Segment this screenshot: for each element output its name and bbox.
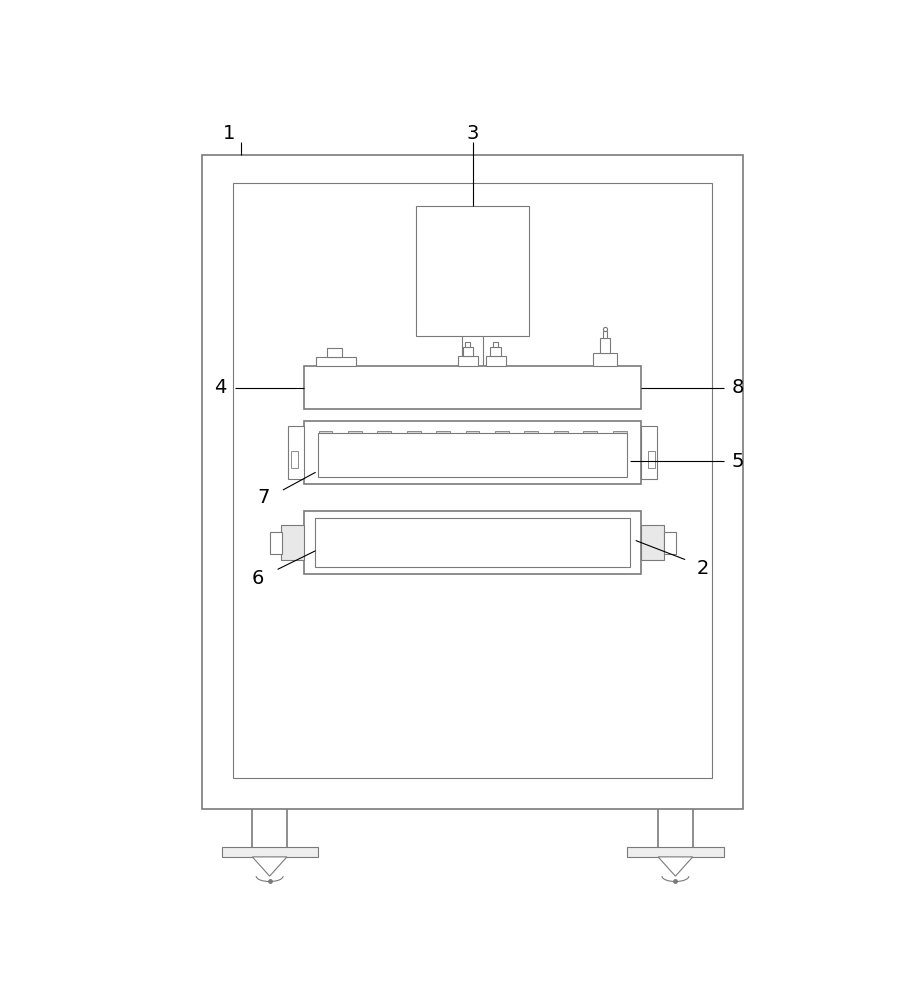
Polygon shape [253, 857, 287, 876]
Bar [377, 431, 391, 440]
Bar [304, 511, 641, 574]
Text: 5: 5 [731, 452, 744, 471]
Text: 7: 7 [257, 488, 270, 507]
Bar [525, 431, 538, 440]
Bar [584, 431, 597, 440]
Bar [202, 155, 743, 809]
Bar [290, 451, 298, 468]
Bar [315, 518, 630, 567]
Bar [465, 342, 470, 347]
Bar [458, 356, 478, 366]
Bar [436, 431, 450, 440]
Text: 4: 4 [214, 378, 226, 397]
Bar [463, 347, 473, 356]
Bar [664, 532, 676, 554]
Bar [466, 431, 479, 440]
Bar [304, 421, 641, 484]
Text: 3: 3 [467, 124, 479, 143]
Bar [233, 183, 712, 778]
Bar [327, 348, 342, 357]
Bar [288, 426, 304, 479]
Bar [486, 356, 505, 366]
Bar [316, 357, 356, 366]
Bar [417, 206, 528, 336]
Bar [600, 338, 609, 353]
Bar [554, 431, 568, 440]
Bar [612, 431, 627, 440]
Bar [594, 353, 617, 366]
Text: 6: 6 [252, 569, 264, 588]
Bar [603, 331, 608, 338]
Bar [407, 431, 420, 440]
Polygon shape [658, 857, 692, 876]
Bar [318, 431, 333, 440]
Bar [221, 847, 318, 857]
Text: 2: 2 [696, 559, 709, 578]
Bar [648, 451, 655, 468]
Bar [491, 347, 501, 356]
Bar [641, 426, 657, 479]
Bar [641, 525, 664, 560]
Bar [281, 525, 304, 560]
Text: 8: 8 [731, 378, 743, 397]
Bar [318, 433, 627, 477]
Bar [270, 532, 281, 554]
Bar [348, 431, 361, 440]
Bar [627, 847, 724, 857]
Text: 1: 1 [223, 124, 235, 143]
Bar [304, 366, 641, 409]
Bar [495, 431, 509, 440]
Bar [492, 342, 498, 347]
